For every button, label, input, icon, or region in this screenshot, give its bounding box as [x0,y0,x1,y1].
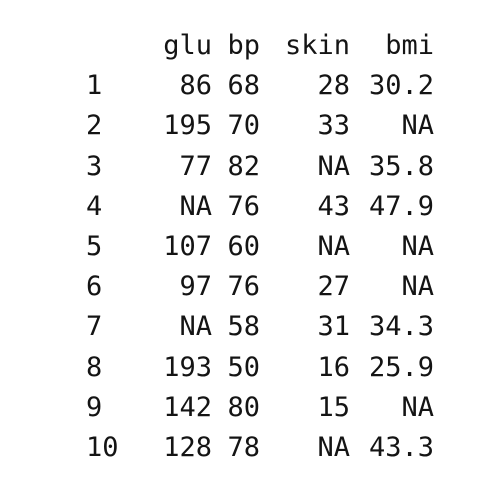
row-index-cell: 6 [86,271,103,303]
cell-bmi: NA [401,271,434,303]
row-index-cell: 1 [86,70,103,102]
dataframe-printout: glu bp skin bmi 1 86 68 28 30.2 2 195 70 33 NA 3 77… [86,26,434,468]
cell-bmi: NA [401,110,434,142]
table-row: 2 195 70 33 NA [86,106,434,146]
cell-bp: 82 [227,150,260,182]
cell-skin: NA [317,150,350,182]
table-row: 3 77 82 NA 35.8 [86,147,434,187]
cell-bmi: 34.3 [368,311,434,343]
column-header-skin: skin [284,30,350,61]
table-row: 9 142 80 15 NA [86,388,434,428]
cell-bp: 50 [227,351,260,383]
row-index-cell: 5 [86,231,103,263]
cell-skin: 16 [317,351,350,383]
cell-glu: 128 [163,432,212,464]
cell-bp: 78 [227,432,260,464]
cell-glu: 195 [163,110,212,142]
cell-bmi: NA [401,231,434,263]
dataframe-table: glu bp skin bmi 1 86 68 28 30.2 2 195 70 33 NA 3 77… [86,26,434,468]
table-row: 5 107 60 NA NA [86,227,434,267]
cell-skin: 43 [317,190,350,222]
cell-bp: 76 [227,190,260,222]
cell-skin: 33 [317,110,350,142]
column-header-bmi: bmi [385,30,434,61]
row-index-cell: 7 [86,311,103,343]
cell-glu: 142 [163,391,212,423]
table-row: 8 193 50 16 25.9 [86,348,434,388]
cell-skin: NA [317,231,350,263]
column-header-bp: bp [227,30,260,61]
cell-glu: 97 [179,271,212,303]
row-index-cell: 10 [86,432,119,464]
cell-skin: NA [317,432,350,464]
cell-bmi: 47.9 [368,190,434,222]
table-row: 10 128 78 NA 43.3 [86,428,434,468]
cell-glu: 107 [163,231,212,263]
cell-bp: 70 [227,110,260,142]
cell-glu: NA [179,311,212,343]
cell-skin: 31 [317,311,350,343]
table-row: 7 NA 58 31 34.3 [86,307,434,347]
cell-bmi: 43.3 [368,432,434,464]
cell-glu: NA [179,190,212,222]
cell-bmi: 35.8 [368,150,434,182]
table-row: 4 NA 76 43 47.9 [86,187,434,227]
table-row: 6 97 76 27 NA [86,267,434,307]
cell-glu: 77 [179,150,212,182]
table-row: 1 86 68 28 30.2 [86,66,434,106]
row-index-cell: 2 [86,110,103,142]
row-index-cell: 9 [86,391,103,423]
cell-bmi: 30.2 [368,70,434,102]
cell-bp: 68 [227,70,260,102]
cell-bp: 80 [227,391,260,423]
row-index-cell: 4 [86,190,103,222]
column-header-glu: glu [163,30,212,61]
row-index-cell: 3 [86,150,103,182]
row-index-header [86,26,136,66]
cell-bp: 58 [227,311,260,343]
cell-bp: 60 [227,231,260,263]
cell-glu: 193 [163,351,212,383]
cell-skin: 15 [317,391,350,423]
cell-glu: 86 [179,70,212,102]
cell-bmi: 25.9 [368,351,434,383]
cell-bmi: NA [401,391,434,423]
cell-skin: 28 [317,70,350,102]
header-row: glu bp skin bmi [86,26,434,66]
row-index-cell: 8 [86,351,103,383]
cell-bp: 76 [227,271,260,303]
cell-skin: 27 [317,271,350,303]
